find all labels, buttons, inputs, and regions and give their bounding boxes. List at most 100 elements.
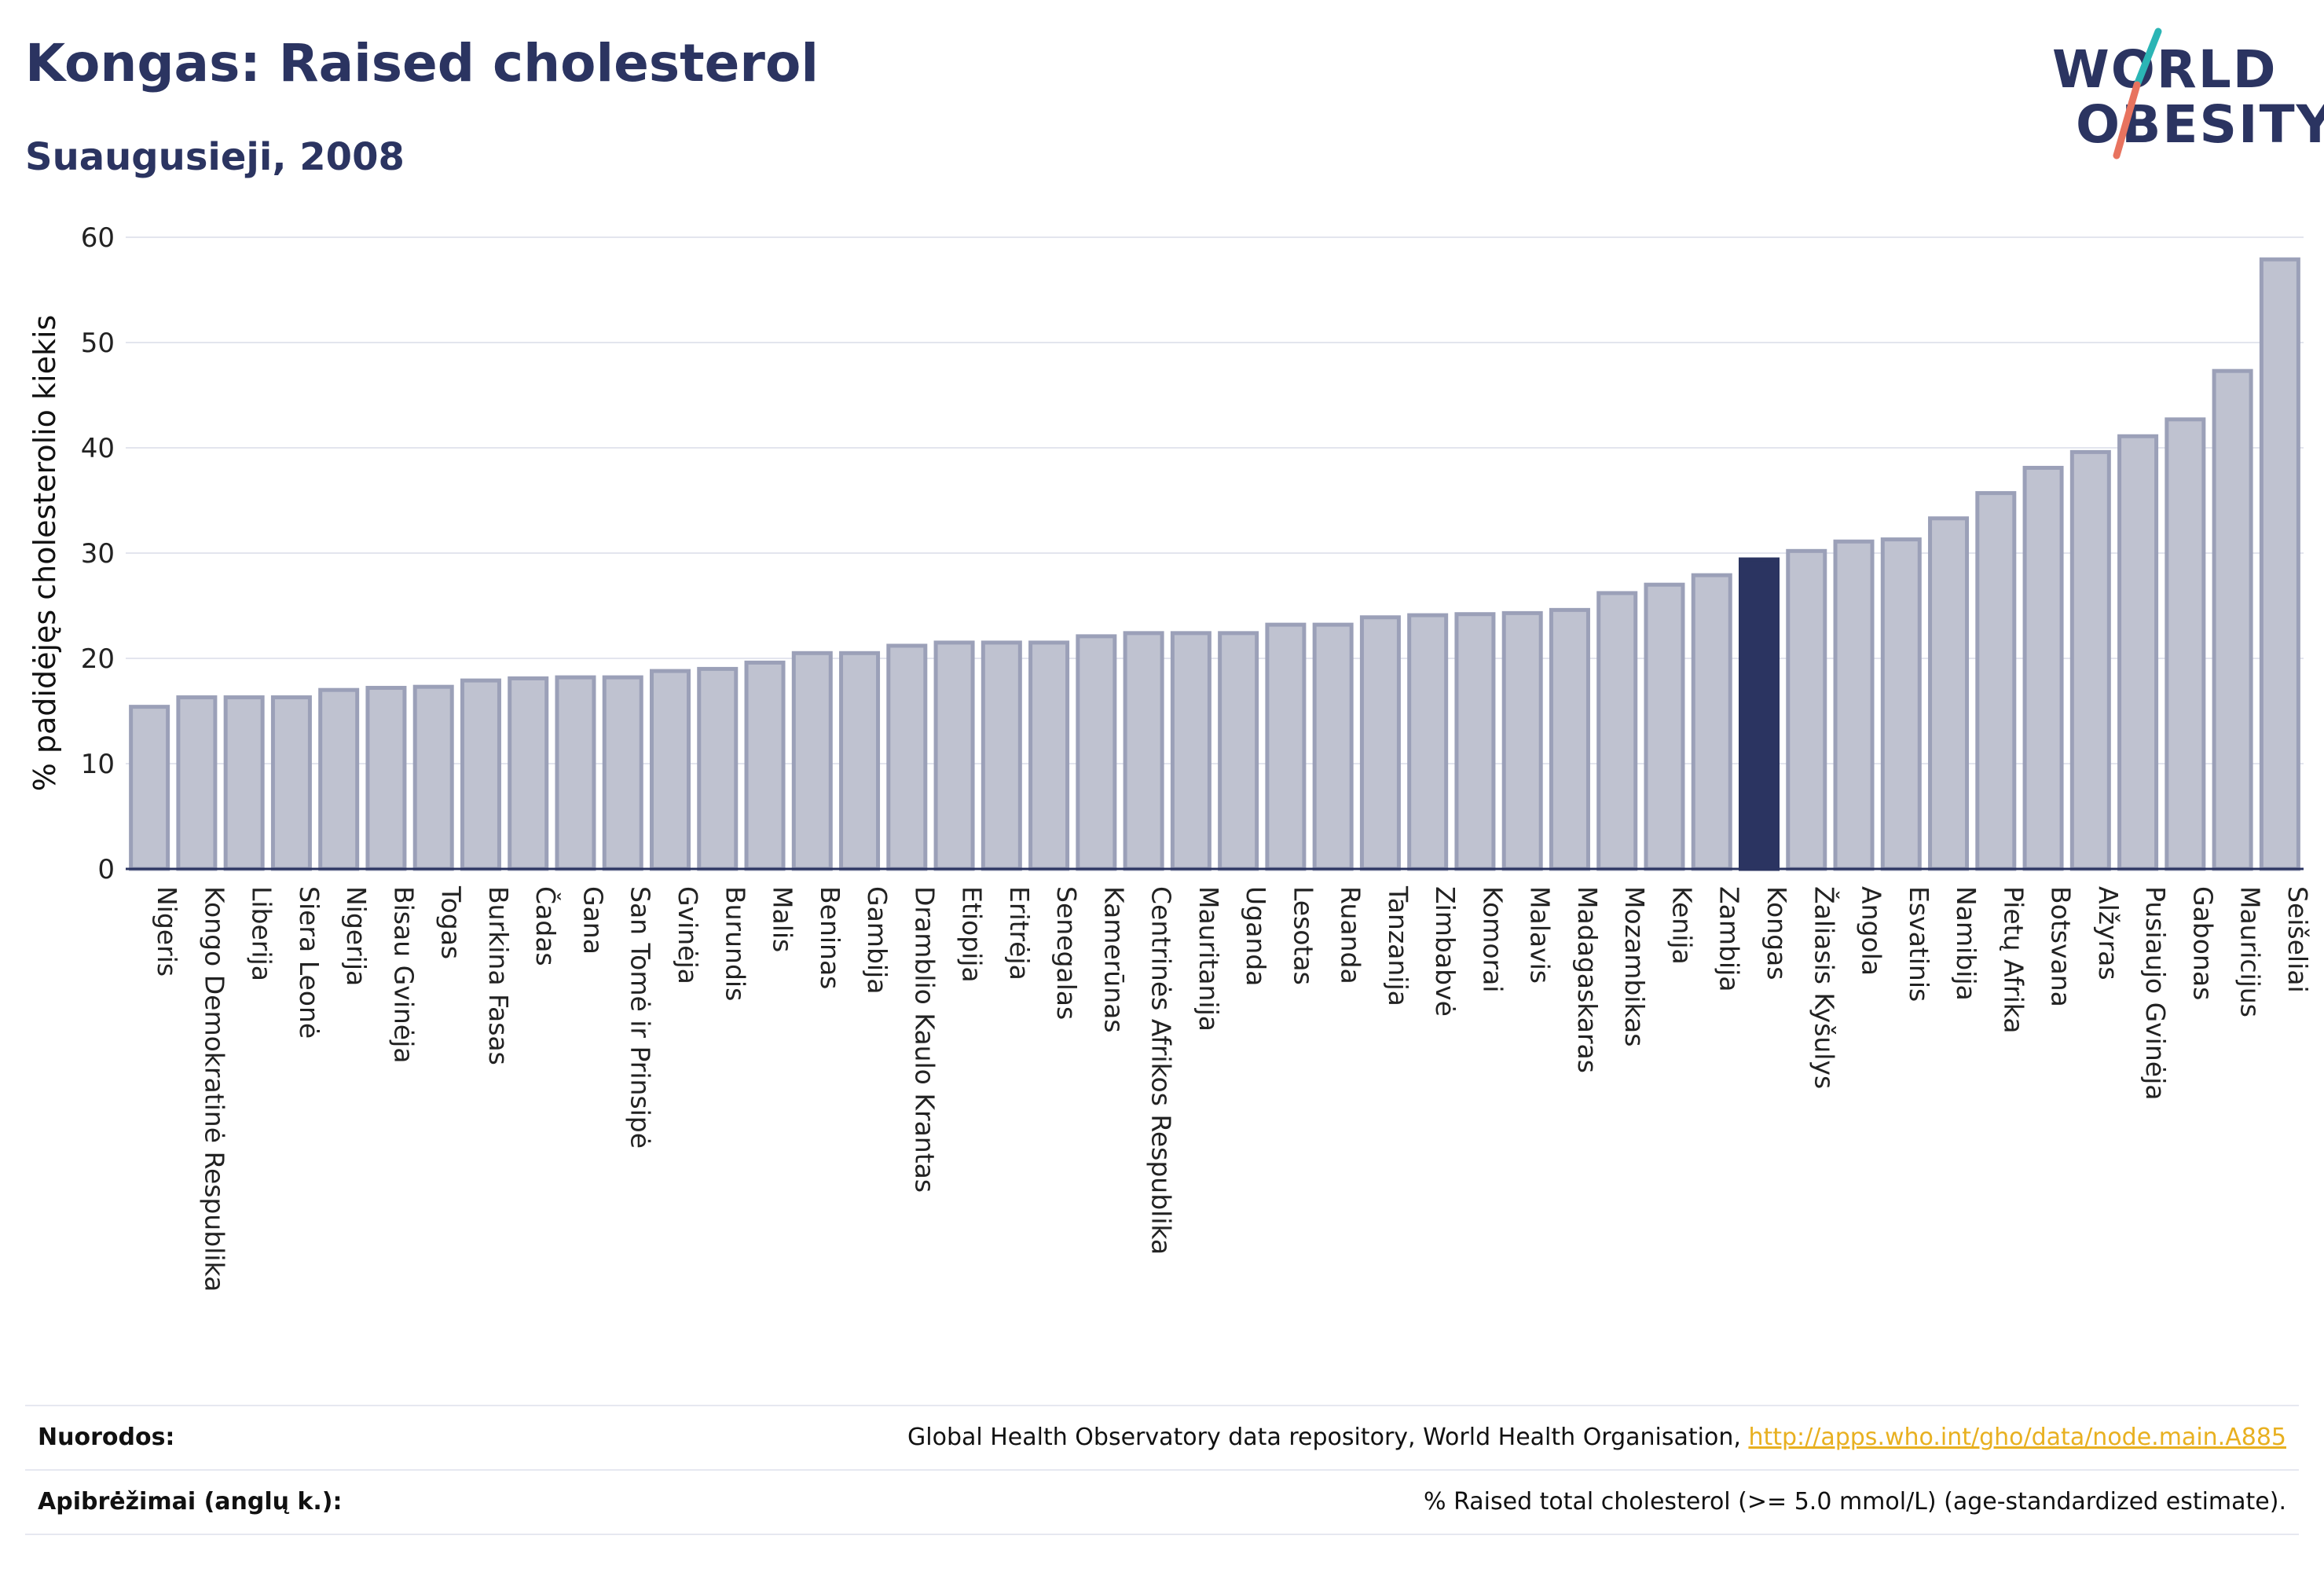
x-tick-label: Pietų Afrika [1998,886,2029,1034]
bar[interactable] [365,686,407,871]
sources-value: Global Health Observatory data repositor… [907,1424,2286,1451]
x-tick-label: Tanzanija [1383,885,1413,1006]
bar[interactable] [1028,640,1070,871]
bars [129,257,2300,871]
bar[interactable] [223,695,265,871]
x-tick-label: Dramblio Kaulo Krantas [909,886,940,1193]
x-tick-label: Siera Leonė [294,886,324,1039]
bar[interactable] [744,660,786,871]
bar[interactable] [508,676,549,871]
x-tick-label: Gvinėja [673,886,703,984]
bar[interactable] [2069,449,2111,871]
bar[interactable] [1549,607,1590,871]
bar[interactable] [1596,591,1638,871]
x-tick-label: Nigeris [152,886,182,977]
bar[interactable] [2165,417,2206,871]
bar[interactable] [2022,465,2064,871]
bar[interactable] [1454,612,1496,871]
bar[interactable] [839,651,881,871]
definitions-value: % Raised total cholesterol (>= 5.0 mmol/… [1424,1488,2286,1516]
x-tick-label: San Tomė ir Prinsipė [625,886,656,1149]
x-tick-label: Liberija [247,886,277,981]
bar[interactable] [318,687,360,871]
bar[interactable] [1501,610,1543,871]
x-tick-label: Beninas [815,886,845,989]
bar[interactable] [460,678,501,871]
bar[interactable] [1076,634,1117,871]
sources-link[interactable]: http://apps.who.int/gho/data/node.main.A… [1748,1424,2286,1451]
x-axis-ticks: Nigeris Kongo Demokratinė Respublika Liber… [152,885,2313,1292]
x-tick-label: Ruanda [1336,886,1366,984]
bar[interactable] [1975,491,2017,871]
bar[interactable] [1928,516,1970,871]
bar[interactable] [1407,613,1449,871]
bar[interactable] [412,684,454,871]
bar[interactable] [2117,434,2159,871]
x-tick-label: Pusiaujo Gvinėja [2140,886,2171,1100]
x-tick-label: Zimbabvė [1430,886,1461,1017]
x-tick-label: Čadas [530,886,562,966]
logo-line-1: WORLD [2052,39,2278,100]
bar[interactable] [129,705,170,871]
world-obesity-logo[interactable]: WORLD OBESITY [2052,24,2324,165]
bar[interactable] [1691,573,1732,871]
x-tick-label: Senegalas [1051,886,1082,1020]
bar[interactable] [602,675,643,871]
bar[interactable] [1218,631,1259,871]
bar[interactable] [1644,582,1685,871]
y-axis-title: % padidėjęs cholesterolio kiekis [27,315,62,792]
bar[interactable] [1123,631,1164,871]
y-tick-label: 50 [81,328,115,359]
x-tick-label: Centrinės Afrikos Respublika [1146,886,1177,1255]
y-tick-label: 30 [81,538,115,570]
bar[interactable] [176,695,218,871]
bar[interactable] [1359,615,1401,871]
x-tick-label: Uganda [1241,886,1271,986]
footer-sources-row: Nuorodos: Global Health Observatory data… [25,1405,2299,1469]
bar[interactable] [1170,631,1211,871]
x-tick-label: Kamerūnas [1098,886,1129,1033]
bar[interactable] [270,695,312,871]
x-tick-label: Burundis [720,886,750,1001]
page-title: Kongas: Raised cholesterol [25,33,819,93]
bar[interactable] [697,666,739,871]
x-tick-label: Lesotas [1288,886,1318,985]
x-tick-label: Kongo Demokratinė Respublika [199,886,229,1292]
x-tick-label: Esvatinis [1904,886,1934,1002]
bar[interactable] [1880,537,1922,871]
bar[interactable] [886,643,928,871]
bar[interactable] [1312,622,1354,871]
x-tick-label: Angola [1857,886,1887,976]
x-tick-label: Gana [577,886,608,955]
y-tick-label: 10 [81,749,115,780]
bar[interactable] [1265,622,1307,871]
bar[interactable] [933,640,975,871]
x-tick-label: Namibija [1951,886,1981,1001]
bar[interactable] [1833,539,1875,871]
x-tick-label: Gambija [862,886,893,994]
x-tick-label: Mauricijus [2235,886,2266,1017]
bar[interactable] [649,669,691,871]
x-tick-label: Gabonas [2187,886,2218,1000]
y-tick-label: 0 [97,854,115,885]
bar[interactable] [791,651,833,871]
x-tick-label: Malis [768,886,798,952]
bar[interactable] [555,675,596,871]
y-tick-label: 40 [81,433,115,464]
logo-slash-icon [2113,27,2162,159]
bar[interactable] [981,640,1022,871]
x-tick-label: Malavis [1525,886,1556,984]
definitions-label: Apibrėžimai (anglų k.): [38,1488,343,1516]
bar[interactable] [2212,368,2253,871]
bar[interactable] [1786,548,1827,871]
sources-text: Global Health Observatory data repositor… [907,1424,1749,1451]
x-tick-label: Togas [436,885,467,959]
bar-highlighted[interactable] [1738,557,1780,871]
x-tick-label: Nigerija [341,886,372,986]
bar[interactable] [2259,257,2300,871]
bar-chart: 0 10 20 30 40 50 60 Nigeris Kongo Demokratinė R… [27,222,2313,1292]
y-axis-ticks: 0 10 20 30 40 50 60 [81,222,115,885]
x-tick-label: Bisau Gvinėja [388,886,419,1064]
footer-definitions-row: Apibrėžimai (anglų k.): % Raised total c… [25,1469,2299,1535]
x-tick-label: Madagaskaras [1572,886,1603,1073]
